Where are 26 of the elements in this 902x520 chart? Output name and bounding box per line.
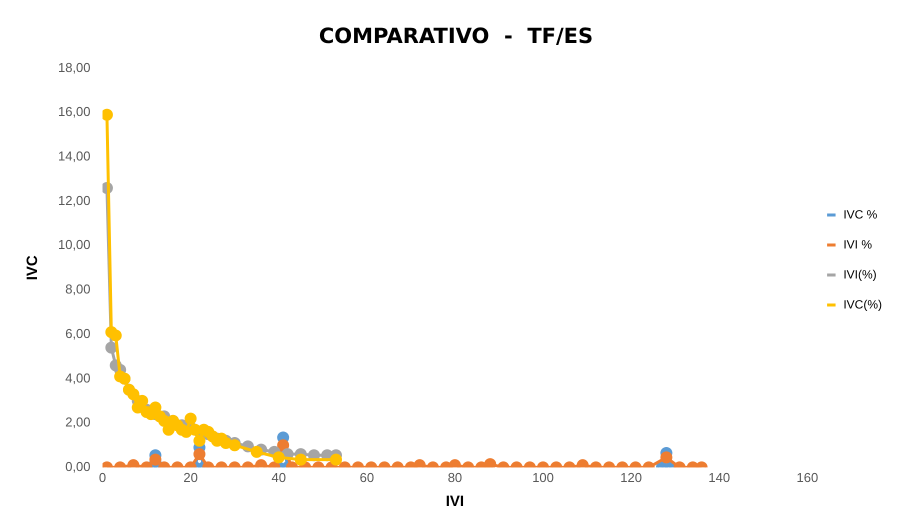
x-tick-label: 0: [98, 470, 106, 485]
y-tick-label: 12,00: [58, 192, 91, 208]
y-tick-label: 18,00: [58, 60, 91, 75]
y-tick-label: 4,00: [65, 370, 91, 386]
legend-label: IVC %: [843, 207, 878, 222]
x-tick-label: 120: [620, 470, 642, 485]
x-tick-label: 160: [796, 470, 818, 485]
legend-label: IVI %: [843, 237, 872, 252]
legend-label: IVC(%): [843, 297, 882, 312]
y-tick-label: 14,00: [58, 148, 91, 164]
y-tick-label: 16,00: [58, 104, 91, 120]
x-tick-label: 140: [708, 470, 730, 485]
x-axis-title: IVI: [446, 493, 464, 510]
chart-title: COMPARATIVO - TF/ES: [318, 24, 594, 48]
y-tick-label: 8,00: [65, 282, 91, 297]
y-tick-label: 10,00: [58, 237, 91, 252]
y-tick-label: 6,00: [65, 326, 91, 341]
x-tick-label: 60: [360, 470, 374, 485]
y-tick-label: 2,00: [65, 414, 91, 430]
x-tick-label: 80: [448, 470, 462, 485]
legend-label: IVI(%): [843, 267, 877, 282]
y-axis-title: IVC: [24, 255, 42, 280]
x-tick-label: 40: [272, 470, 286, 485]
x-tick-label: 20: [183, 470, 198, 485]
y-tick-label: 0,00: [65, 458, 91, 474]
x-tick-label: 100: [532, 470, 554, 485]
